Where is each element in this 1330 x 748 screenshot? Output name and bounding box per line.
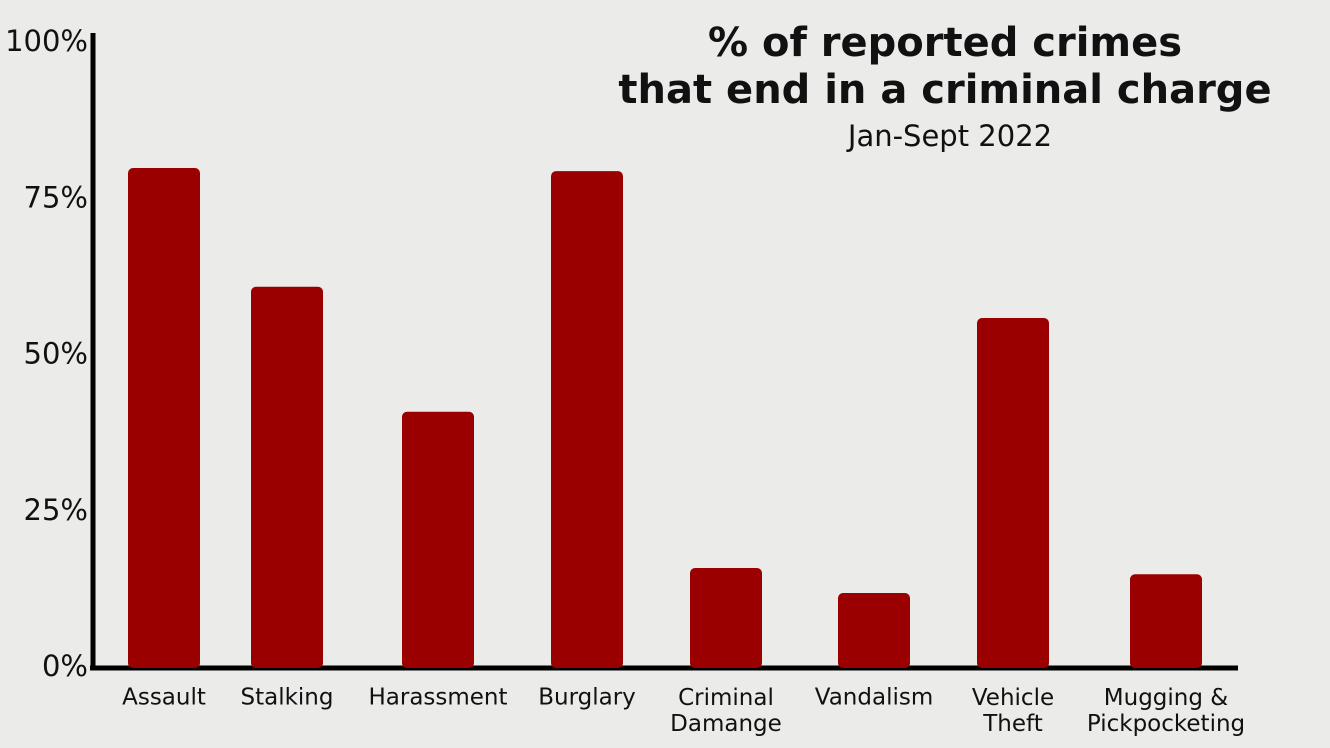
- bar: [838, 593, 910, 668]
- bar: [402, 411, 474, 668]
- x-tick-label: Mugging & Pickpocketing: [1087, 685, 1245, 737]
- bar: [1130, 574, 1202, 668]
- y-tick-label: 0%: [42, 649, 88, 683]
- y-tick-label: 100%: [5, 24, 88, 58]
- bar: [690, 568, 762, 668]
- x-tick-label: Vandalism: [815, 685, 933, 711]
- x-tick-label: Burglary: [538, 685, 636, 711]
- y-tick-label: 25%: [24, 493, 88, 527]
- x-tick-label: Vehicle Theft: [972, 685, 1054, 737]
- bar: [551, 171, 623, 668]
- bar: [128, 168, 200, 668]
- chart-title: that end in a criminal charge: [618, 67, 1271, 113]
- chart-title: % of reported crimes: [708, 20, 1182, 66]
- y-tick-label: 50%: [24, 337, 88, 371]
- bar: [251, 286, 323, 668]
- y-tick-label: 75%: [24, 180, 88, 214]
- x-tick-label: Criminal Damange: [670, 685, 782, 737]
- x-tick-label: Harassment: [368, 685, 507, 711]
- chart-subtitle: Jan-Sept 2022: [846, 119, 1052, 153]
- bar: [977, 318, 1049, 668]
- x-tick-label: Assault: [122, 685, 206, 711]
- x-tick-label: Stalking: [241, 685, 334, 711]
